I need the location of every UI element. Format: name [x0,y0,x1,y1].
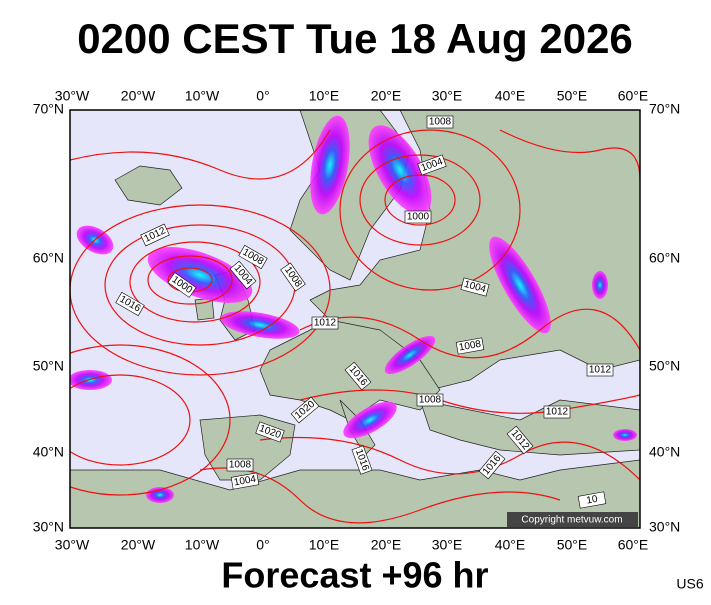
caption: Forecast +96 hr [221,555,488,596]
lon-label-top: 60°E [618,88,649,104]
isobar-label: 1008 [458,339,482,354]
isobar-label: 1008 [229,460,252,471]
isobar-label: 1008 [419,395,442,406]
lon-label-bottom: 50°E [557,537,588,553]
isobar-label: 1012 [589,365,612,376]
isobar-label: 10 [586,494,599,507]
lat-label-left: 50°N [33,358,64,374]
isobar-label-box [238,244,268,270]
isobar-label: 1000 [407,212,430,223]
lon-label-top: 0° [256,88,269,104]
lat-label-left: 60°N [33,250,64,266]
isobar-label-box [417,154,447,176]
isobar-label-box [351,445,373,475]
lon-label-bottom: 60°E [618,537,649,553]
isobar-label-box [226,458,254,472]
lat-label-right: 50°N [649,358,680,374]
isobar-label-box [478,450,506,480]
isobar-label: 1008 [429,117,452,128]
lon-label-top: 30°E [432,88,463,104]
isobar-label-box [577,491,607,509]
lon-label-bottom: 20°W [121,537,156,553]
isobar-label-box [167,272,197,298]
isobar-label-box [280,262,306,292]
lat-label-left: 30°N [33,519,64,535]
title: 0200 CEST Tue 18 Aug 2026 [77,15,633,62]
lon-label-top: 30°W [55,88,90,104]
isobar-label-box [344,361,372,391]
isobar-label-box [255,421,285,443]
isobar-label-box [404,210,432,224]
lon-label-top: 20°W [121,88,156,104]
isobar-label-box [460,277,490,297]
copyright: Copyright metvuw.com [521,515,622,526]
lon-label-top: 50°E [557,88,588,104]
map-frame [69,109,641,529]
lon-label-bottom: 10°W [185,537,220,553]
isobar-label-box [455,337,485,355]
lon-label-top: 10°E [309,88,340,104]
lon-label-top: 10°W [185,88,220,104]
isobar-label-box [229,260,257,290]
isobar-label-box [140,223,170,247]
lat-label-right: 40°N [649,444,680,460]
lon-label-bottom: 0° [256,537,269,553]
lon-label-bottom: 20°E [371,537,402,553]
lon-label-bottom: 30°W [55,537,90,553]
isobar-label-box [311,316,339,330]
lon-label-top: 40°E [495,88,526,104]
lat-label-right: 70°N [649,101,680,117]
isobar-label: 1012 [546,407,569,418]
isobar-label-box [543,405,571,419]
lon-label-bottom: 40°E [495,537,526,553]
isobar-label-box [426,115,454,129]
lat-label-right: 60°N [649,250,680,266]
lon-label-bottom: 30°E [432,537,463,553]
map-area [70,110,640,528]
lat-label-right: 30°N [649,519,680,535]
lon-label-top: 20°E [371,88,402,104]
isobar-label: 1004 [233,474,257,489]
copyright-box [507,512,638,527]
lat-label-left: 70°N [33,101,64,117]
isobar-label-box [416,393,444,407]
isobar-label-box [115,291,145,317]
isobar-label-box [586,363,614,377]
model-code: US6 [676,576,703,592]
isobar-label: 1012 [314,318,337,329]
lon-label-bottom: 10°E [309,537,340,553]
isobar-label-box [230,472,260,490]
isobar-label-box [290,396,320,424]
lat-label-left: 40°N [33,444,64,460]
isobar-label-box [506,425,534,455]
